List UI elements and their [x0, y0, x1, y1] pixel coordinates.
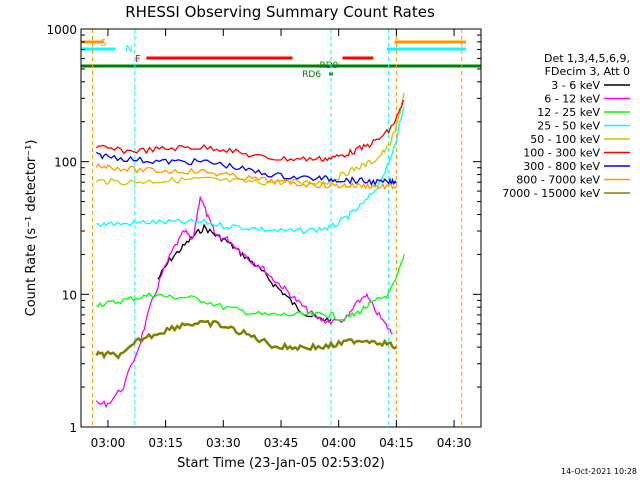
- y-tick-label-2: 100: [54, 156, 77, 170]
- tick-layer: 03:00 03:15 03:30 03:45 04:00 04:15 04:30 1 10 10…: [46, 23, 481, 450]
- flag-label-s: S: [100, 38, 106, 49]
- chart-title: RHESSI Observing Summary Count Rates: [125, 3, 435, 21]
- legend-label-0: 3 - 6 keV: [551, 79, 600, 92]
- flag-label-n: N: [125, 44, 132, 55]
- series-line-8: [95, 319, 398, 360]
- series-line-3: [96, 106, 405, 235]
- flag-label-f: F: [135, 54, 141, 65]
- legend-header-1: FDecim 3, Att 0: [545, 65, 630, 78]
- legend-label-3: 25 - 50 keV: [537, 120, 600, 133]
- legend-label-2: 12 - 25 keV: [537, 106, 600, 119]
- legend-label-6: 300 - 800 keV: [523, 160, 600, 173]
- legend-label-4: 50 - 100 keV: [530, 133, 600, 146]
- x-tick-label-6: 04:30: [437, 436, 472, 450]
- series-layer: [95, 92, 405, 409]
- series-line-1: [95, 194, 393, 409]
- legend-header-0: Det 1,3,4,5,6,9,: [544, 52, 630, 65]
- legend-label-5: 100 - 300 keV: [523, 147, 600, 160]
- flag-label-rd0: RD0: [319, 61, 338, 71]
- series-line-7: [95, 162, 397, 191]
- legend-label-1: 6 - 12 keV: [544, 93, 600, 106]
- x-tick-label-2: 03:30: [206, 436, 241, 450]
- flag-label-rd6: RD6: [302, 70, 321, 80]
- x-tick-label-4: 04:00: [321, 436, 356, 450]
- legend-label-7: 800 - 7000 keV: [516, 174, 600, 187]
- legend-label-8: 7000 - 15000 keV: [502, 187, 600, 200]
- y-tick-label-1: 10: [62, 288, 77, 302]
- x-tick-label-5: 04:15: [379, 436, 414, 450]
- x-tick-label-0: 03:00: [91, 436, 126, 450]
- x-tick-label-3: 03:45: [264, 436, 299, 450]
- x-tick-label-1: 03:15: [148, 436, 183, 450]
- series-line-6: [96, 151, 397, 187]
- x-axis-label: Start Time (23-Jan-05 02:53:02): [177, 456, 385, 471]
- legend: Det 1,3,4,5,6,9,FDecim 3, Att 03 - 6 keV…: [502, 52, 630, 200]
- footer-date: 14-Oct-2021 10:28: [561, 467, 637, 476]
- series-line-2: [96, 254, 405, 322]
- series-line-5: [95, 99, 405, 163]
- y-tick-label-0: 1: [69, 421, 77, 435]
- y-axis-label: Count Rate (s⁻¹ detector⁻¹): [24, 140, 39, 317]
- series-line-4: [95, 92, 405, 186]
- y-tick-label-3: 1000: [46, 23, 77, 37]
